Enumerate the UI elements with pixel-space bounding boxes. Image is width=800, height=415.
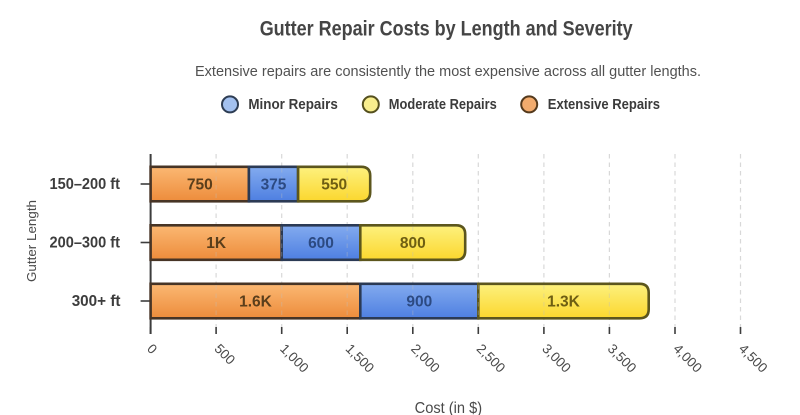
svg-text:Gutter Length: Gutter Length xyxy=(24,200,39,282)
svg-text:1.3K: 1.3K xyxy=(547,293,581,310)
svg-text:600: 600 xyxy=(308,235,334,252)
svg-text:Minor Repairs: Minor Repairs xyxy=(248,97,337,113)
svg-text:1.6K: 1.6K xyxy=(239,293,273,310)
svg-text:Extensive Repairs: Extensive Repairs xyxy=(548,97,660,113)
svg-text:150–200 ft: 150–200 ft xyxy=(50,176,121,193)
svg-text:Extensive repairs are consiste: Extensive repairs are consistently the m… xyxy=(195,64,701,80)
svg-text:1K: 1K xyxy=(206,235,227,252)
svg-text:Gutter Repair Costs by Length: Gutter Repair Costs by Length and Severi… xyxy=(260,18,633,41)
svg-text:Moderate Repairs: Moderate Repairs xyxy=(389,97,497,113)
svg-text:375: 375 xyxy=(261,176,287,193)
svg-text:Cost (in $): Cost (in $) xyxy=(415,400,483,415)
svg-text:300+ ft: 300+ ft xyxy=(72,293,121,310)
svg-text:900: 900 xyxy=(406,293,432,310)
svg-text:550: 550 xyxy=(321,176,347,193)
svg-text:750: 750 xyxy=(187,176,213,193)
svg-text:800: 800 xyxy=(400,235,426,252)
svg-text:200–300 ft: 200–300 ft xyxy=(50,235,121,252)
